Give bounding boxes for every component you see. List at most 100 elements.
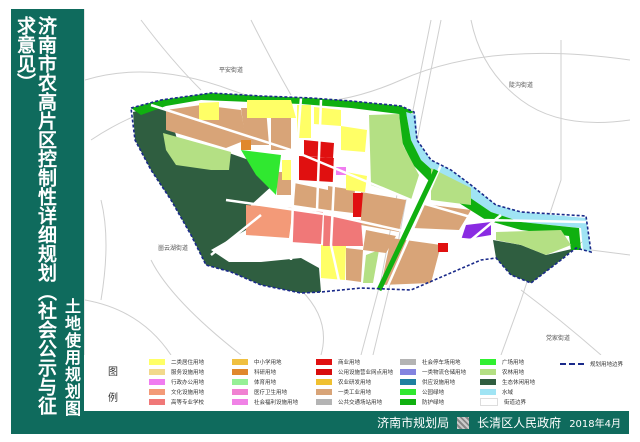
footer-date: 2018年4月 <box>569 419 621 430</box>
map-subtitle: 土地使用规划图 <box>62 298 81 417</box>
legend-label: 广场用地 <box>502 360 525 366</box>
legend-swatch <box>316 389 332 395</box>
legend-item: 公园绿地 <box>400 388 444 396</box>
legend-swatch <box>149 369 165 375</box>
legend-item: 二类居住用地 <box>149 358 204 366</box>
legend-swatch <box>316 359 332 365</box>
legend-label: 供应设施用地 <box>422 380 456 386</box>
planned-roads <box>150 97 587 291</box>
legend-item: 供应设施用地 <box>400 378 455 386</box>
legend-swatch <box>400 359 416 365</box>
land-use-map: 平安街道 陡沟街道 崮云湖街道 党家街道 <box>84 9 630 355</box>
legend-item: 公用设施营业网点用地 <box>316 368 393 376</box>
legend-swatch <box>149 359 165 365</box>
legend-item: 街道边界 <box>480 398 526 406</box>
legend-item: 行政办公用地 <box>149 378 204 386</box>
legend-item: 公共交通场站用地 <box>316 398 382 406</box>
legend-label: 高等专业学校 <box>171 400 205 406</box>
logistics-block <box>461 222 491 240</box>
legend-item: 生态休闲用地 <box>480 378 535 386</box>
legend-swatch <box>480 389 496 395</box>
legend-swatch <box>149 379 165 385</box>
legend-label: 行政办公用地 <box>171 380 205 386</box>
map-svg: 平安街道 陡沟街道 崮云湖街道 党家街道 <box>85 19 630 355</box>
legend-item: 防护绿地 <box>400 398 444 406</box>
protective-green-north <box>131 93 414 115</box>
legend-swatch <box>480 398 498 406</box>
culture-block <box>246 205 293 238</box>
map-label-guyunhu: 崮云湖街道 <box>158 244 188 252</box>
legend-item: 体育用地 <box>232 378 276 386</box>
qr-code-icon <box>457 416 470 429</box>
legend-swatch <box>149 389 165 395</box>
legend-label: 中小学用地 <box>254 360 282 366</box>
legend-label: 体育用地 <box>254 380 277 386</box>
legend-label: 商业用地 <box>338 360 361 366</box>
ecological-zone-east <box>493 240 584 283</box>
legend-item: 社会停车场用地 <box>400 358 461 366</box>
legend-label: 公用设施营业网点用地 <box>338 370 394 376</box>
map-label-pingan: 平安街道 <box>219 66 243 74</box>
planning-boundary <box>130 92 592 294</box>
map-label-dougou: 陡沟街道 <box>509 81 533 89</box>
college-block-1 <box>291 210 323 244</box>
legend-swatch <box>232 369 248 375</box>
footer-org-planning-bureau: 济南市规划局 <box>377 416 450 430</box>
legend-item: 农业研发用地 <box>316 378 371 386</box>
agri-east <box>431 168 471 205</box>
footer-org-government: 长清区人民政府 <box>477 416 562 430</box>
legend: 图 例 二类居住用地 服务设施用地 行政办公用地 文化设施用地 高等专业学校 中小学用地科… <box>84 355 629 411</box>
agri-west <box>163 133 231 170</box>
legend-item: 社会福利设施用地 <box>232 398 298 406</box>
legend-item: 商业用地 <box>316 358 360 366</box>
legend-label: 服务设施用地 <box>171 370 205 376</box>
legend-label: 二类居住用地 <box>171 360 205 366</box>
legend-label: 公共交通场站用地 <box>338 400 383 406</box>
legend-item: 规划用地边界 <box>560 360 623 368</box>
legend-swatch <box>316 369 332 375</box>
water-river <box>406 112 591 252</box>
legend-label: 社会停车场用地 <box>422 360 461 366</box>
legend-swatch <box>232 359 248 365</box>
legend-swatch <box>480 359 496 365</box>
legend-swatch <box>480 379 496 385</box>
legend-item: 广场用地 <box>480 358 524 366</box>
legend-swatch <box>316 399 332 405</box>
legend-item: 中小学用地 <box>232 358 282 366</box>
agri-central <box>369 114 419 200</box>
green-corridor <box>376 168 439 292</box>
legend-swatch <box>480 369 496 375</box>
legend-title-2: 例 <box>108 393 118 404</box>
industrial-blocks <box>166 105 471 285</box>
legend-label: 农业研发用地 <box>338 380 372 386</box>
legend-label: 农林用地 <box>502 370 525 376</box>
legend-label: 规划用地边界 <box>590 362 624 368</box>
legend-swatch <box>400 379 416 385</box>
legend-title-1: 图 <box>108 367 118 378</box>
legend-item: 一类工业用地 <box>316 388 371 396</box>
agri-southeast <box>496 230 571 255</box>
legend-item: 文化设施用地 <box>149 388 204 396</box>
agri-south <box>363 250 379 283</box>
map-label-dangjia: 党家街道 <box>546 334 570 342</box>
research-block <box>241 140 251 150</box>
legend-label: 水域 <box>502 390 514 396</box>
legend-label: 医疗卫生用地 <box>254 390 288 396</box>
legend-swatch <box>232 389 248 395</box>
legend-label: 文化设施用地 <box>171 390 205 396</box>
legend-swatch <box>400 399 416 405</box>
legend-label: 一类工业用地 <box>338 390 372 396</box>
legend-item: 服务设施用地 <box>149 368 204 376</box>
legend-label: 生态休闲用地 <box>502 380 536 386</box>
legend-swatch <box>232 399 248 405</box>
boundary-dash-swatch <box>560 363 584 365</box>
map-title: 济南市农高片区控制性详细规划（社会公示与征求意见） <box>14 16 57 415</box>
legend-swatch <box>400 369 416 375</box>
legend-item: 农林用地 <box>480 368 524 376</box>
legend-label: 防护绿地 <box>422 400 445 406</box>
park-green <box>241 150 281 195</box>
footer-bar: 济南市规划局 长清区人民政府 2018年4月 <box>11 412 629 433</box>
legend-label: 一类物流仓储用地 <box>422 370 467 376</box>
legend-item: 医疗卫生用地 <box>232 388 287 396</box>
legend-swatch <box>232 379 248 385</box>
